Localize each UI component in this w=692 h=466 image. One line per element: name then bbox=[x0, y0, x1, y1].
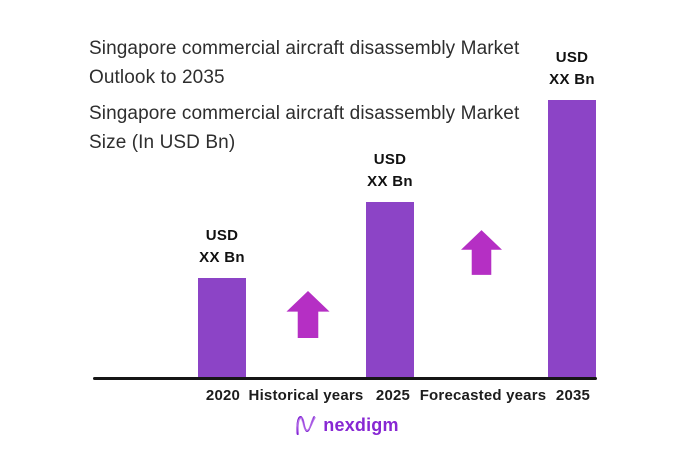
bar-value-label-2020: USD XX Bn bbox=[199, 225, 245, 269]
bar-value-line2: XX Bn bbox=[199, 249, 245, 266]
title-block: Singapore commercial aircraft disassembl… bbox=[89, 34, 537, 157]
growth-arrow-icon-historical bbox=[286, 291, 330, 338]
x-axis-label-2020: 2020 bbox=[205, 387, 241, 404]
bar-2020 bbox=[198, 278, 246, 378]
bar-value-line2: XX Bn bbox=[549, 71, 595, 88]
bar-2035 bbox=[548, 100, 596, 378]
nexdigm-logo: nexdigm bbox=[293, 412, 399, 438]
bar-value-label-2035: USD XX Bn bbox=[549, 47, 595, 91]
bar-value-line1: USD bbox=[373, 151, 407, 168]
bar-group-2020: USD XX Bn bbox=[162, 225, 282, 378]
chart-title: Singapore commercial aircraft disassembl… bbox=[89, 38, 520, 88]
x-axis-label-2035: 2035 bbox=[555, 387, 591, 404]
bar-value-line1: USD bbox=[205, 227, 239, 244]
bar-group-2035: USD XX Bn bbox=[512, 47, 632, 378]
chart-subtitle: Singapore commercial aircraft disassembl… bbox=[89, 103, 520, 153]
bar-value-line1: USD bbox=[555, 49, 589, 66]
bar-value-label-2025: USD XX Bn bbox=[367, 149, 413, 193]
x-axis-label-forecasted-years: Forecasted years bbox=[419, 387, 547, 404]
growth-arrow-icon-forecast bbox=[461, 230, 502, 275]
x-axis-label-historical-years: Historical years bbox=[248, 387, 364, 404]
x-axis-line bbox=[93, 377, 597, 380]
bar-2025 bbox=[366, 202, 414, 378]
x-axis-label-2025: 2025 bbox=[375, 387, 411, 404]
bar-group-2025: USD XX Bn bbox=[330, 149, 450, 378]
nexdigm-logo-text: nexdigm bbox=[323, 414, 399, 435]
bar-value-line2: XX Bn bbox=[367, 173, 413, 190]
nexdigm-logo-icon bbox=[295, 415, 316, 436]
